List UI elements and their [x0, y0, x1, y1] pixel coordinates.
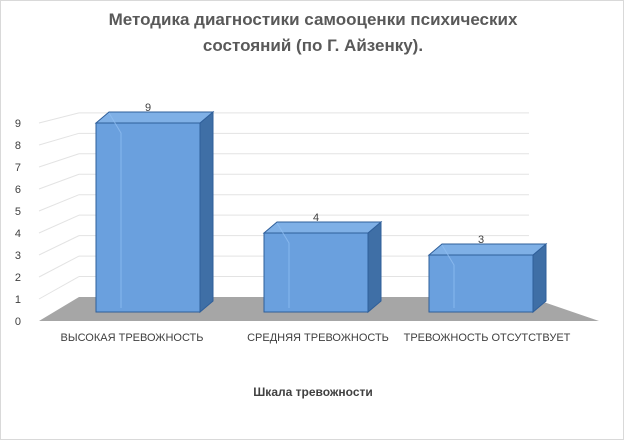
- y-tick-label: 0: [15, 316, 21, 328]
- gridline-side: [38, 214, 80, 234]
- x-axis-categories: ВЫСОКАЯ ТРЕВОЖНОСТЬ СРЕДНЯЯ ТРЕВОЖНОСТЬ ТР…: [61, 332, 571, 344]
- y-tick-label: 4: [15, 228, 21, 240]
- gridline-side: [38, 255, 80, 278]
- bar-edge-highlight: [276, 222, 290, 308]
- gridline-side: [38, 173, 80, 190]
- y-tick-label: 2: [15, 272, 21, 284]
- gridline-side: [38, 235, 80, 256]
- bar-side: [532, 242, 547, 314]
- bar: [94, 110, 215, 314]
- chart-title: Методика диагностики самооценки психичес…: [108, 10, 518, 55]
- bar-edge-highlight: [108, 112, 122, 308]
- gridline-side: [38, 132, 80, 146]
- y-tick-label: 5: [15, 206, 21, 218]
- y-tick-label: 1: [15, 294, 21, 306]
- bar-edge-highlight: [441, 244, 455, 308]
- x-category-label: ТРЕВОЖНОСТЬ ОТСУТСТВУЕТ: [404, 332, 571, 344]
- x-category-label: ВЫСОКАЯ ТРЕВОЖНОСТЬ: [61, 332, 204, 344]
- data-label: 9: [145, 102, 151, 114]
- y-tick-label: 3: [15, 250, 21, 262]
- y-tick-label: 8: [15, 140, 21, 152]
- gridline-side: [38, 194, 80, 212]
- bar: [262, 220, 383, 314]
- data-labels: 9 4 3: [145, 102, 484, 246]
- bar-side: [367, 220, 382, 314]
- y-tick-label: 7: [15, 162, 21, 174]
- gridline-side: [38, 153, 80, 168]
- y-tick-label: 9: [15, 118, 21, 130]
- x-axis-title: Шкала тревожности: [253, 385, 373, 399]
- bars: [94, 110, 548, 314]
- y-tick-label: 6: [15, 184, 21, 196]
- bar-front: [263, 232, 369, 313]
- bar-side: [199, 110, 214, 314]
- bar: [427, 242, 548, 314]
- data-label: 4: [313, 212, 319, 224]
- y-axis-ticks: 0 1 2 3 4 5 6 7 8 9: [15, 118, 21, 328]
- bar-front: [428, 254, 534, 313]
- gridline-side: [38, 276, 80, 300]
- gridline-side: [38, 112, 80, 124]
- bar-top: [262, 221, 383, 234]
- bar-front: [95, 122, 201, 313]
- x-category-label: СРЕДНЯЯ ТРЕВОЖНОСТЬ: [247, 332, 389, 344]
- bar-top: [427, 243, 548, 256]
- data-label: 3: [478, 234, 484, 246]
- bar-top: [94, 111, 215, 124]
